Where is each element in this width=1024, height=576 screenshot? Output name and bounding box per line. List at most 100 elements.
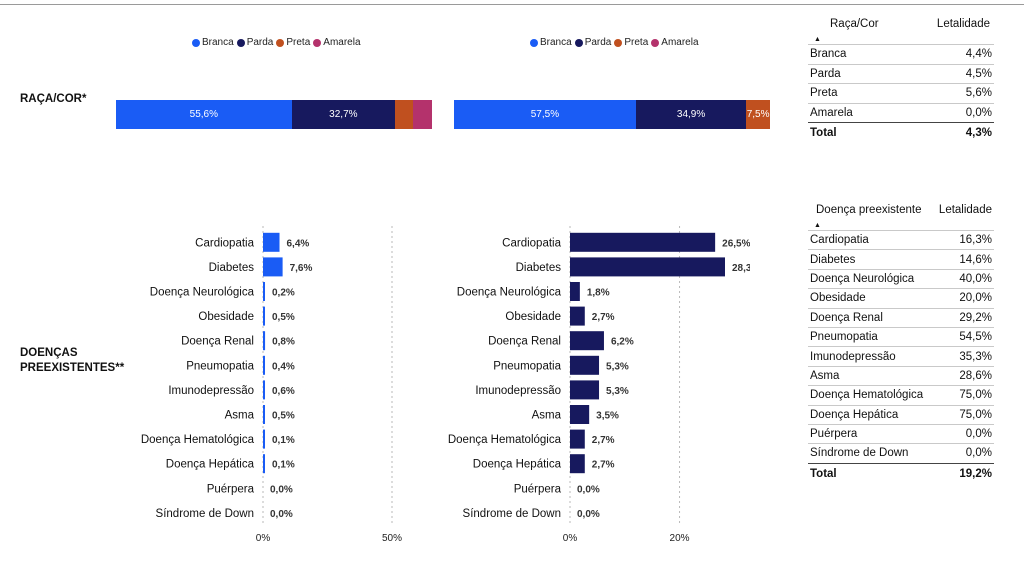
legend-item-branca[interactable]: Branca [530, 37, 572, 48]
bar-chart-doencas-right: 0% 20% Cardiopatia 26,5% Diabetes 28,3% Doença… [448, 226, 750, 544]
table-row[interactable]: Puérpera 0,0% [808, 423, 994, 443]
bar-diabetes[interactable] [263, 257, 283, 277]
bar-asma[interactable] [263, 405, 265, 424]
bar-cardiopatia[interactable] [263, 232, 280, 252]
data-label: 57,5% [530, 109, 560, 120]
bar-segment-branca[interactable]: 55,6% [116, 100, 292, 129]
category-label: Doença Neurológica [150, 287, 255, 299]
total-value: 4,3% [965, 127, 992, 140]
row-label: Amarela [810, 106, 853, 119]
bar-pneumopatia[interactable] [263, 355, 265, 375]
bar-obesidade[interactable] [570, 306, 585, 326]
legend-label: Branca [540, 37, 572, 48]
bar-pneumopatia[interactable] [570, 355, 600, 375]
category-label: Pneumopatia [186, 360, 254, 372]
legend-item-parda[interactable]: Parda [574, 37, 611, 48]
bar-segment-branca[interactable]: 57,5% [454, 100, 636, 129]
sort-ascending-icon[interactable]: ▲ [814, 222, 821, 229]
legend-item-parda[interactable]: Parda [236, 37, 273, 48]
table-row[interactable]: Imunodepressão 35,3% [808, 346, 994, 365]
legend-item-preta[interactable]: Preta [276, 37, 310, 48]
legend-item-preta[interactable]: Preta [614, 37, 648, 48]
row-value: 28,6% [959, 369, 992, 382]
data-label: 2,7% [592, 312, 615, 323]
data-label: 0,8% [272, 337, 295, 348]
category-label: Obesidade [198, 311, 254, 323]
table-header: Doença preexistente Letalidade ▲ [808, 200, 994, 230]
category-label: Diabetes [209, 262, 255, 274]
column-header-doenca[interactable]: Doença preexistente [816, 204, 922, 216]
bar-doenca-hepatica[interactable] [570, 454, 585, 474]
row-value: 5,6% [965, 87, 992, 100]
data-label: 0,1% [272, 435, 295, 446]
bar-obesidade[interactable] [263, 306, 265, 326]
table-row[interactable]: Branca 4,4% [808, 44, 994, 64]
table-row[interactable]: Parda 4,5% [808, 63, 994, 84]
legend-item-amarela[interactable]: Amarela [313, 37, 361, 48]
category-label: Doença Renal [488, 336, 561, 348]
legend-raca-right: Branca Parda Preta Amarela [530, 37, 702, 48]
data-label: 0,0% [577, 509, 600, 520]
row-label: Obesidade [810, 292, 866, 305]
legend-item-branca[interactable]: Branca [192, 37, 234, 48]
bar-imunodepressao[interactable] [570, 380, 600, 400]
bar-segment-preta[interactable]: 7,5% [746, 100, 770, 129]
data-label: 0,6% [272, 386, 295, 397]
table-row[interactable]: Doença Hepática 75,0% [808, 404, 994, 424]
category-label: Diabetes [516, 262, 562, 274]
table-row[interactable]: Obesidade 20,0% [808, 288, 994, 307]
bar-diabetes[interactable] [570, 257, 725, 277]
table-row[interactable]: Síndrome de Down 0,0% [808, 443, 994, 462]
bar-segment-parda[interactable]: 34,9% [635, 100, 747, 129]
row-value: 4,4% [965, 48, 992, 61]
legend-item-amarela[interactable]: Amarela [651, 37, 699, 48]
bar-doenca-neurologica[interactable] [263, 282, 265, 301]
table-row[interactable]: Asma 28,6% [808, 365, 994, 385]
row-value: 75,0% [959, 408, 992, 421]
bar-doenca-renal[interactable] [263, 331, 266, 351]
data-label: 0,0% [270, 509, 293, 520]
bar-segment-amarela[interactable] [413, 100, 432, 129]
bar-segment-parda[interactable]: 32,7% [291, 100, 396, 129]
row-value: 0,0% [965, 428, 992, 441]
table-row[interactable]: Cardiopatia 16,3% [808, 230, 994, 249]
section-label-doencas: DOENÇAS PREEXISTENTES** [20, 346, 124, 376]
category-label: Doença Renal [181, 336, 254, 348]
bar-doenca-hematologica[interactable] [263, 429, 265, 449]
bar-imunodepressao[interactable] [263, 380, 265, 400]
data-label: 34,9% [676, 109, 706, 120]
table-row[interactable]: Pneumopatia 54,5% [808, 326, 994, 346]
table-header: Raça/Cor Letalidade ▲ [808, 14, 994, 44]
bar-doenca-hepatica[interactable] [263, 454, 265, 474]
bar-doenca-neurologica[interactable] [570, 282, 580, 301]
row-label: Branca [810, 48, 847, 61]
data-label: 28,3% [732, 263, 750, 274]
table-row[interactable]: Doença Neurológica 40,0% [808, 268, 994, 288]
total-label: Total [810, 467, 837, 480]
data-label: 0,5% [272, 411, 295, 422]
data-label: 26,5% [722, 238, 750, 249]
table-row[interactable]: Doença Renal 29,2% [808, 307, 994, 327]
bar-asma[interactable] [570, 405, 590, 424]
table-row[interactable]: Preta 5,6% [808, 83, 994, 103]
sort-ascending-icon[interactable]: ▲ [814, 36, 821, 43]
row-label: Doença Renal [810, 311, 883, 324]
data-label: 2,7% [592, 460, 615, 471]
bar-cardiopatia[interactable] [570, 232, 716, 252]
legend-swatch [236, 38, 245, 47]
table-row[interactable]: Diabetes 14,6% [808, 249, 994, 268]
category-label: Doença Hepática [166, 459, 255, 471]
section-label-raca: RAÇA/COR* [20, 93, 87, 105]
legend-label: Preta [286, 37, 311, 48]
bar-doenca-hematologica[interactable] [570, 429, 585, 449]
legend-label: Amarela [323, 37, 361, 48]
column-header-letalidade[interactable]: Letalidade [938, 204, 992, 216]
column-header-letalidade[interactable]: Letalidade [936, 18, 990, 30]
table-row[interactable]: Amarela 0,0% [808, 102, 994, 123]
data-label: 0,1% [272, 460, 295, 471]
table-row[interactable]: Doença Hematológica 75,0% [808, 385, 994, 404]
bar-segment-preta[interactable] [395, 100, 414, 129]
bar-doenca-renal[interactable] [570, 331, 604, 351]
column-header-raca[interactable]: Raça/Cor [830, 18, 879, 30]
legend-label: Amarela [661, 37, 699, 48]
